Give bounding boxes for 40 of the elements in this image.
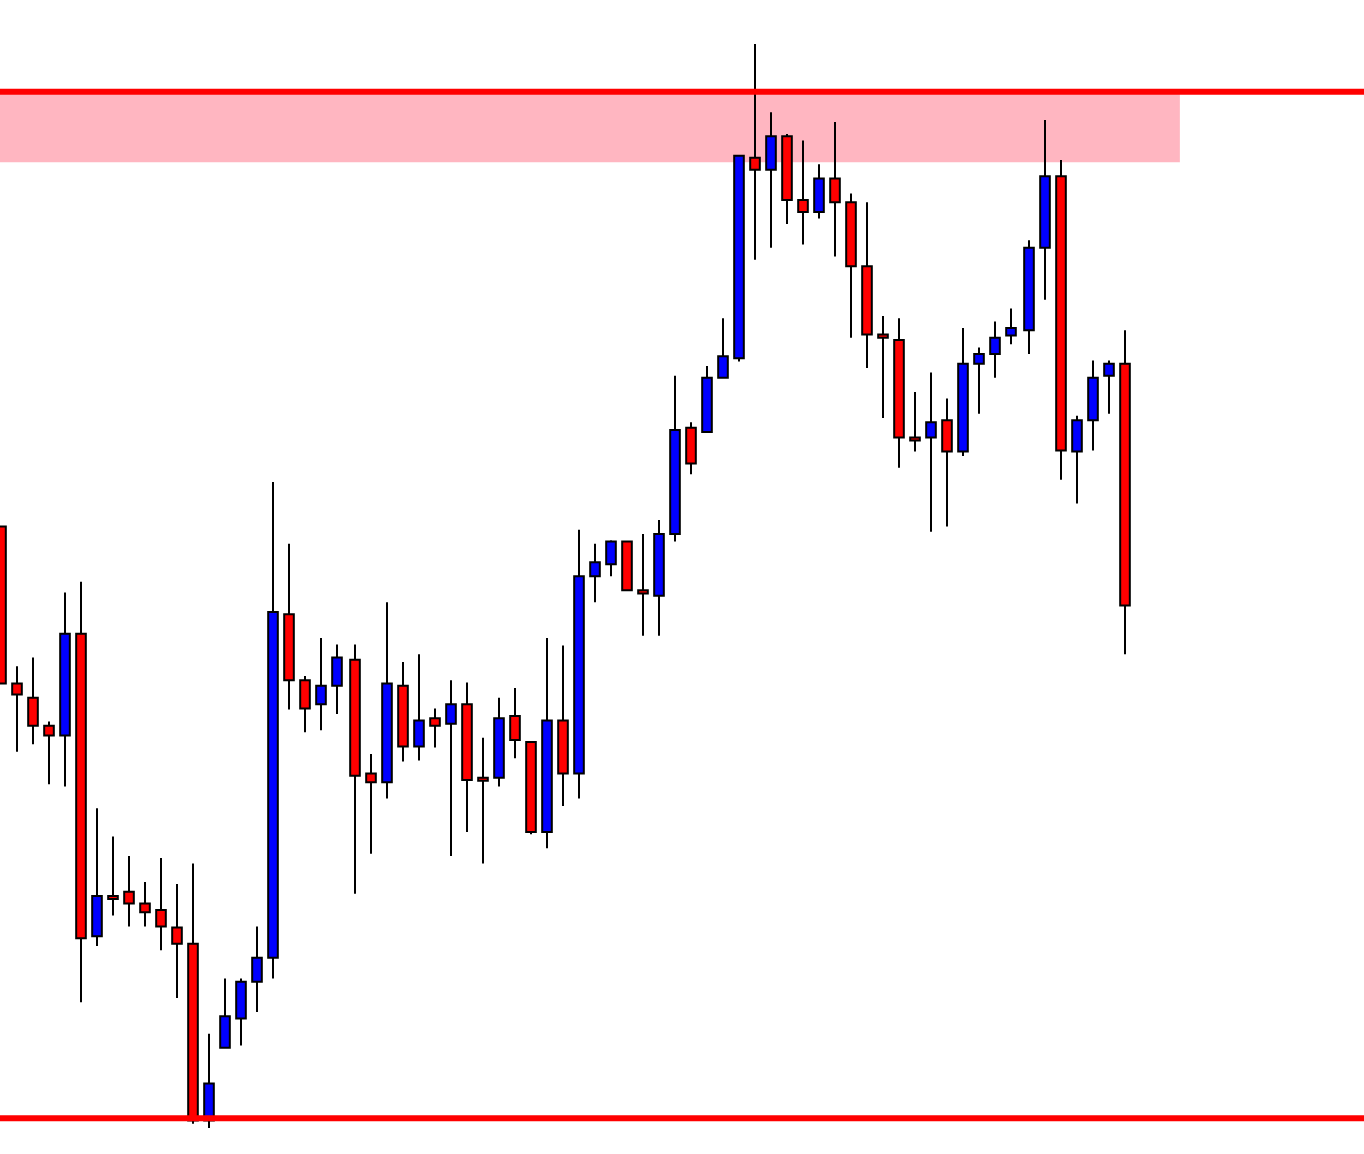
candlestick xyxy=(429,707,441,749)
candlestick xyxy=(251,925,263,1014)
candlestick xyxy=(139,880,151,928)
candlestick xyxy=(637,532,649,637)
candlestick xyxy=(171,883,183,999)
candlestick xyxy=(909,390,921,453)
candlestick xyxy=(123,854,135,928)
candlestick xyxy=(605,539,617,578)
candlestick xyxy=(1103,359,1115,415)
candlestick xyxy=(477,736,489,865)
candlestick xyxy=(813,163,825,220)
candlestick xyxy=(797,139,809,246)
candlestick xyxy=(1005,307,1017,346)
candlestick xyxy=(589,542,601,604)
candlestick xyxy=(91,807,103,947)
candlestick xyxy=(925,371,937,533)
candlestick xyxy=(877,315,889,419)
candlestick xyxy=(331,643,343,715)
candlestick xyxy=(941,397,953,528)
candlestick xyxy=(235,977,247,1047)
candlestick xyxy=(155,857,167,952)
candlestick xyxy=(973,346,985,415)
candlestick xyxy=(27,656,39,746)
candlestick xyxy=(717,317,729,379)
candlestick xyxy=(107,835,119,917)
candlestick xyxy=(43,720,55,786)
candlestick xyxy=(413,653,425,762)
candlestick xyxy=(509,686,521,760)
candlestick xyxy=(445,679,457,857)
candlestick xyxy=(219,977,231,1049)
candlestick xyxy=(829,121,841,258)
candlestick xyxy=(685,421,697,476)
candlestick xyxy=(365,753,377,855)
candlestick xyxy=(1087,359,1099,452)
candlestick xyxy=(1071,414,1083,505)
candlestick xyxy=(989,320,1001,379)
candlestick xyxy=(315,637,327,732)
candlestick xyxy=(765,111,777,249)
candlestick xyxy=(299,674,311,734)
candlestick xyxy=(11,665,23,753)
